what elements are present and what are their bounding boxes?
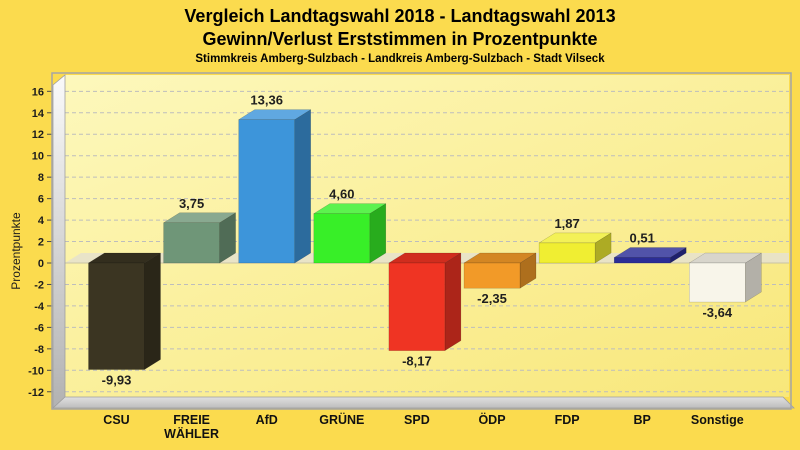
category-label-afd: AfD [256, 413, 278, 427]
y-tick-label: 6 [38, 194, 44, 206]
chart-header: Vergleich Landtagswahl 2018 - Landtagswa… [0, 5, 800, 67]
value-label--dp: -2,35 [477, 291, 507, 306]
bar-fdp [538, 242, 596, 264]
category-label-sonstige: Sonstige [691, 413, 744, 427]
y-tick-label: -10 [28, 365, 44, 377]
y-tick-label: 2 [38, 237, 44, 249]
y-tick-label: 12 [32, 129, 44, 141]
chart-title: Vergleich Landtagswahl 2018 - Landtagswa… [184, 6, 616, 26]
value-label-afd: 13,36 [250, 93, 283, 108]
chart-caption: Stimmkreis Amberg-Sulzbach - Landkreis A… [195, 53, 605, 65]
bar-side-csu [144, 252, 161, 370]
bar-freie-w-hler [163, 222, 220, 264]
y-tick-label: 10 [32, 151, 44, 163]
y-tick-label: -12 [28, 387, 44, 399]
value-label-sonstige: -3,64 [702, 305, 732, 320]
bar-csu [88, 262, 145, 370]
bottom-floor [51, 396, 795, 409]
bar-side-gr-ne [369, 203, 387, 264]
bar-bp [613, 257, 671, 264]
category-label-fdp: FDP [555, 413, 580, 427]
y-tick-label: -6 [34, 322, 44, 334]
value-label-gr-ne: 4,60 [329, 187, 354, 202]
y-tick-label: -8 [34, 344, 44, 356]
chart-border [51, 72, 792, 410]
y-tick-label: 0 [38, 258, 44, 270]
bar-afd [238, 119, 295, 264]
bar-spd [388, 262, 446, 351]
y-tick-label: -4 [34, 301, 45, 313]
category-label-freie-w-hler: FREIE WÄHLER [164, 413, 219, 441]
value-label-fdp: 1,87 [554, 216, 579, 231]
bar-sonstige [689, 262, 746, 303]
bar-gr-ne [313, 213, 371, 264]
value-label-freie-w-hler: 3,75 [179, 196, 204, 211]
y-tick-label: 8 [38, 172, 44, 184]
y-tick-label: 4 [38, 215, 45, 227]
category-label-spd: SPD [404, 413, 430, 427]
y-tick-label: 16 [32, 86, 44, 98]
value-label-bp: 0,51 [630, 231, 655, 246]
category-label-gr-ne: GRÜNE [319, 412, 364, 427]
category-label--dp: ÖDP [478, 412, 505, 427]
chart-subtitle: Gewinn/Verlust Erststimmen in Prozentpun… [202, 29, 598, 49]
y-tick-label: 14 [32, 108, 45, 120]
left-wall [52, 74, 66, 409]
bar--dp [463, 262, 521, 289]
bar-side-afd [294, 109, 311, 264]
bar-side-spd [444, 252, 462, 352]
y-tick-label: -2 [34, 279, 44, 291]
value-label-spd: -8,17 [402, 354, 432, 369]
value-label-csu: -9,93 [102, 373, 132, 388]
category-label-csu: CSU [103, 413, 129, 427]
category-label-bp: BP [634, 413, 651, 427]
